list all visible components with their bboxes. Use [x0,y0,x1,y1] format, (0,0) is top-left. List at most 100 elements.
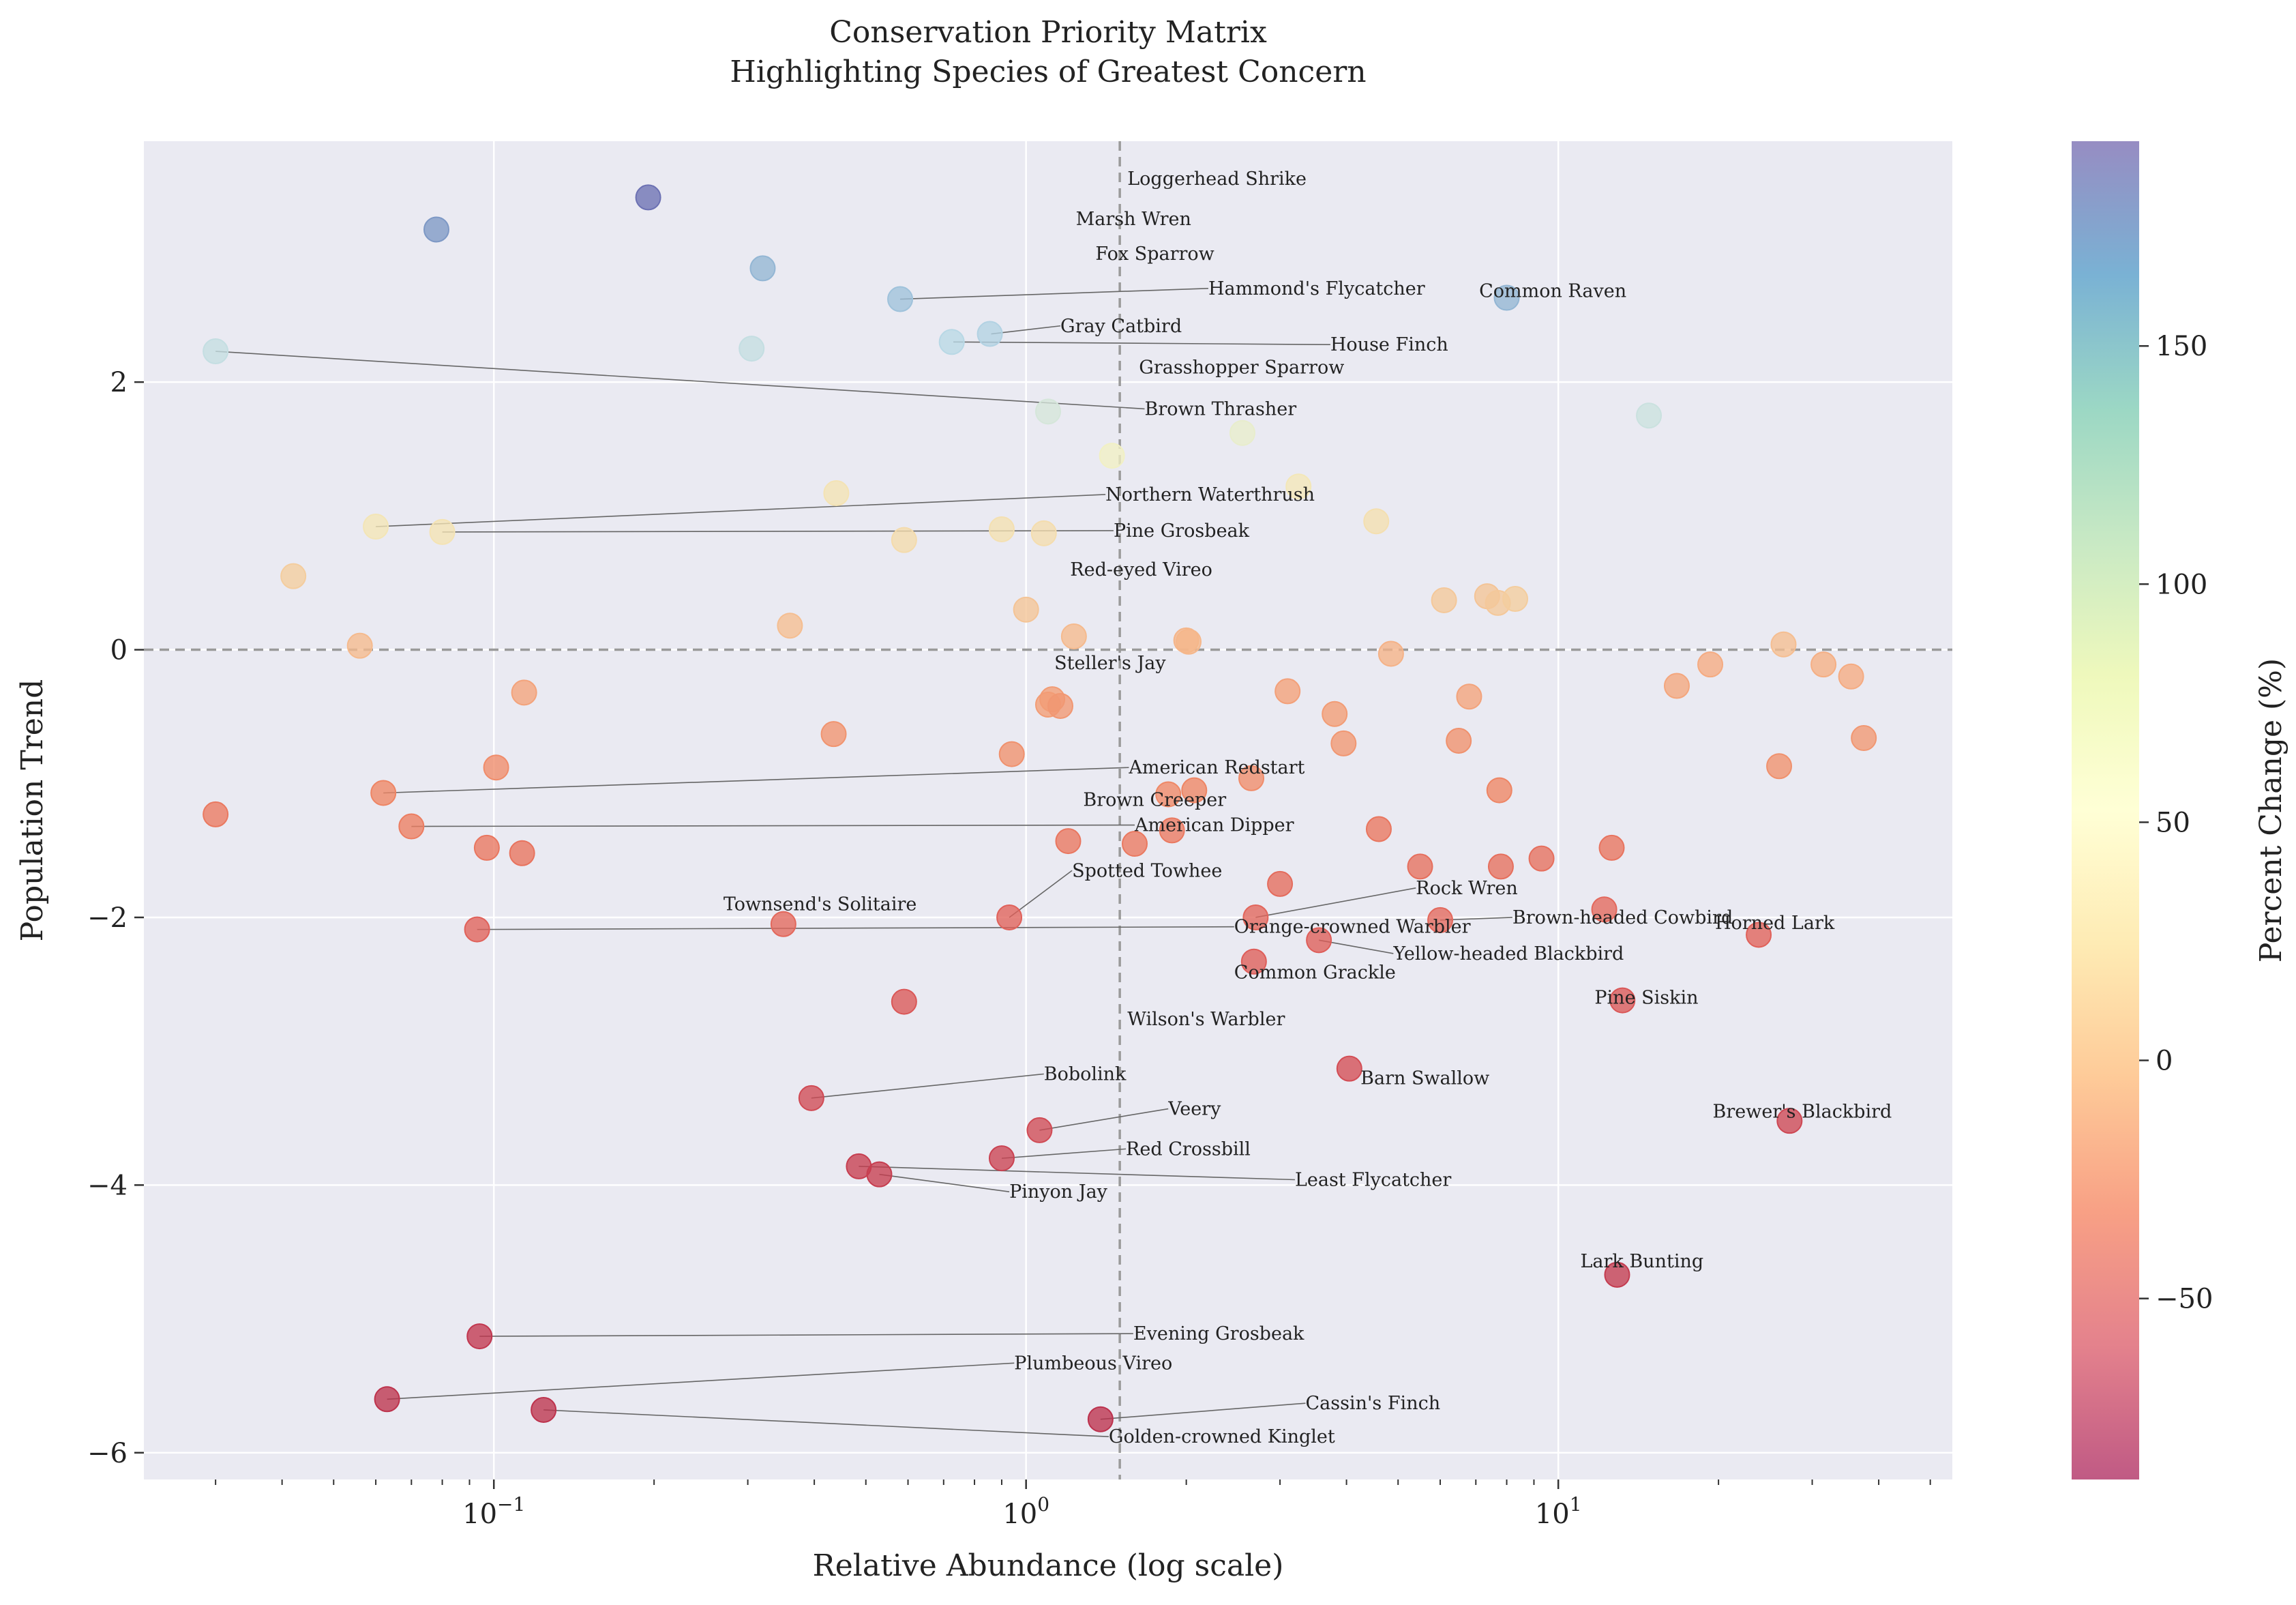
leader-line [376,494,1106,527]
chart-title-line2: Highlighting Species of Greatest Concern [730,55,1366,89]
species-label: Wilson's Warbler [1127,1009,1285,1030]
data-point [1013,596,1039,623]
x-axis-label: Relative Abundance (log scale) [813,1548,1284,1583]
data-point [1456,683,1482,710]
species-label: Brewer's Blackbird [1713,1101,1892,1122]
data-point [1776,1108,1803,1134]
data-point [1099,443,1125,469]
data-point [1322,701,1348,727]
species-label: Brown Creeper [1083,789,1226,810]
colorbar-gradient [2072,141,2139,1479]
colorbar-tick-label: 100 [2156,569,2207,600]
data-point [1155,781,1182,808]
y-axis: 2 0 −2 −4 −6 [87,367,144,1469]
data-point [1493,284,1520,311]
leader-line [900,288,1208,300]
data-point [1060,623,1087,649]
species-label: Pinyon Jay [1009,1181,1108,1203]
data-point [988,516,1015,542]
species-label: Townsend's Solitaire [724,894,917,915]
data-point [398,813,425,840]
data-point [363,514,389,540]
data-point [483,754,509,781]
data-point [1330,730,1357,756]
data-point [1487,853,1514,880]
data-point [1336,1055,1362,1082]
species-label: Common Grackle [1234,962,1396,983]
data-point [891,527,917,553]
leader-line [1100,1402,1306,1420]
species-label: Marsh Wren [1076,209,1191,230]
leader-line [387,1362,1015,1400]
data-point [777,613,803,639]
x-axis: 10−1 100 101 [215,1479,1931,1530]
plot-area [144,141,1952,1479]
colorbar-ticks: 150 100 50 0 −50 [2139,331,2213,1315]
data-point [988,1145,1015,1172]
data-point [423,216,450,243]
data-point [1363,508,1390,535]
data-point [1446,727,1472,754]
x-tick-label: 10−1 [462,1493,525,1530]
data-point [1838,663,1864,690]
leader-line [411,824,1135,827]
data-point [1240,948,1267,975]
y-tick-label: −6 [87,1438,128,1469]
data-point [798,1085,824,1111]
data-point [511,679,537,706]
data-point [1609,987,1636,1014]
data-point [1365,816,1392,842]
data-point [473,834,500,861]
leader-line [479,1333,1133,1337]
data-point [1229,419,1255,446]
colorbar-tick-label: 0 [2156,1046,2173,1077]
data-point [1242,904,1269,930]
species-label: Golden-crowned Kinglet [1109,1426,1335,1447]
data-point [1267,870,1294,897]
species-label: Barn Swallow [1360,1067,1489,1089]
species-label: Pine Grosbeak [1114,520,1250,542]
leader-line [383,767,1129,794]
y-axis-label: Population Trend [15,679,50,942]
colorbar-tick-label: 50 [2156,807,2190,838]
species-label: Plumbeous Vireo [1014,1353,1172,1374]
data-point [1306,927,1332,954]
data-point [370,780,397,806]
colorbar-tick-label: −50 [2156,1284,2213,1315]
data-point [1746,922,1772,948]
data-point [1528,845,1555,872]
species-label: Loggerhead Shrike [1127,168,1307,190]
annotation-leader-lines [215,288,1512,1438]
data-point [1810,651,1837,678]
data-point [1502,586,1529,613]
data-point [938,329,965,355]
species-label: Grasshopper Sparrow [1139,357,1344,379]
data-point [1598,834,1625,861]
data-point [429,518,456,545]
leader-line [859,1166,1295,1181]
data-point [1604,1261,1630,1288]
species-label: House Finch [1330,334,1448,355]
data-point [280,563,307,589]
data-point [1181,777,1208,804]
y-tick-label: −2 [87,902,128,934]
data-point [1026,1117,1053,1143]
chart-title: Conservation Priority Matrix Highlightin… [730,15,1366,89]
species-label: Hammond's Flycatcher [1208,278,1425,299]
species-label: Pine Siskin [1594,988,1698,1009]
x-tick-label: 100 [1002,1493,1049,1530]
data-point [1159,817,1185,844]
species-label: Northern Waterthrush [1105,484,1315,505]
data-point [1407,853,1433,880]
data-point [1636,402,1663,429]
species-label: Bobolink [1044,1064,1127,1085]
data-point [976,321,1003,347]
leader-line [953,341,1330,346]
data-points [203,184,1877,1432]
species-label: Red Crossbill [1126,1138,1251,1160]
data-point [1591,896,1617,923]
data-point [1486,777,1512,804]
data-point [1851,725,1877,752]
data-point [996,904,1023,930]
